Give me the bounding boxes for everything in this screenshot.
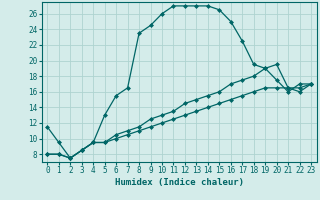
X-axis label: Humidex (Indice chaleur): Humidex (Indice chaleur) <box>115 178 244 187</box>
